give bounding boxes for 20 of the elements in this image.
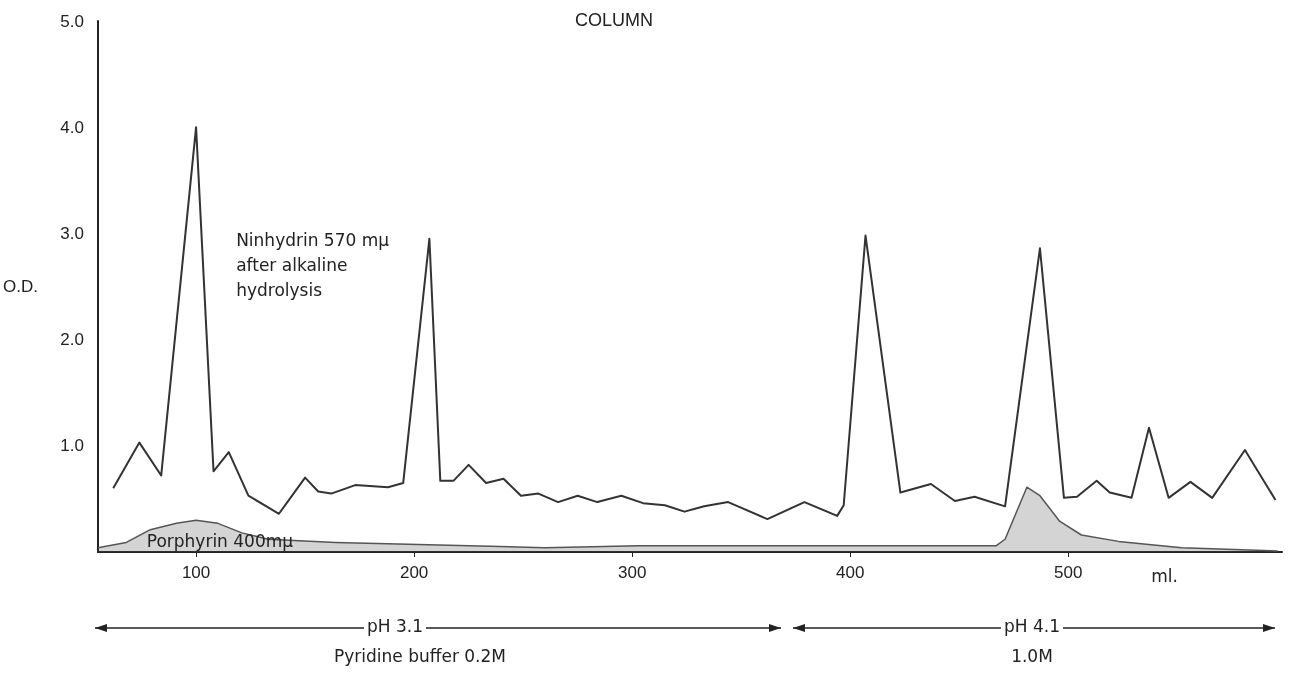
y-tick-label: 3.0 — [60, 223, 84, 243]
x-tick-label: 200 — [399, 563, 429, 582]
x-tick-label: 100 — [181, 563, 211, 582]
y-axis-title: O.D. — [2, 277, 38, 296]
chart-title: COLUMN — [575, 10, 654, 30]
text: 1.0M — [1008, 646, 1056, 666]
series-label: Porphyrin 400mμ — [145, 530, 295, 551]
y-tick-label: 1.0 — [60, 436, 84, 456]
text: pH 3.1 — [363, 616, 427, 636]
x-tick-label: 400 — [836, 563, 865, 582]
x-axis-title: ml. — [1151, 566, 1178, 586]
x-tick-label: 300 — [618, 563, 647, 582]
y-tick-label: 4.0 — [60, 117, 84, 137]
y-tick-label: 2.0 — [60, 330, 84, 350]
x-tick-label: 500 — [1054, 563, 1083, 582]
text: pH 4.1 — [1000, 616, 1064, 636]
series-label: Ninhydrin 570 mμ after alkaline hydrolysis — [235, 229, 391, 303]
y-tick-label: 5.0 — [60, 11, 84, 31]
line-series — [112, 126, 1277, 521]
text: Pyridine buffer 0.2M — [330, 646, 510, 666]
